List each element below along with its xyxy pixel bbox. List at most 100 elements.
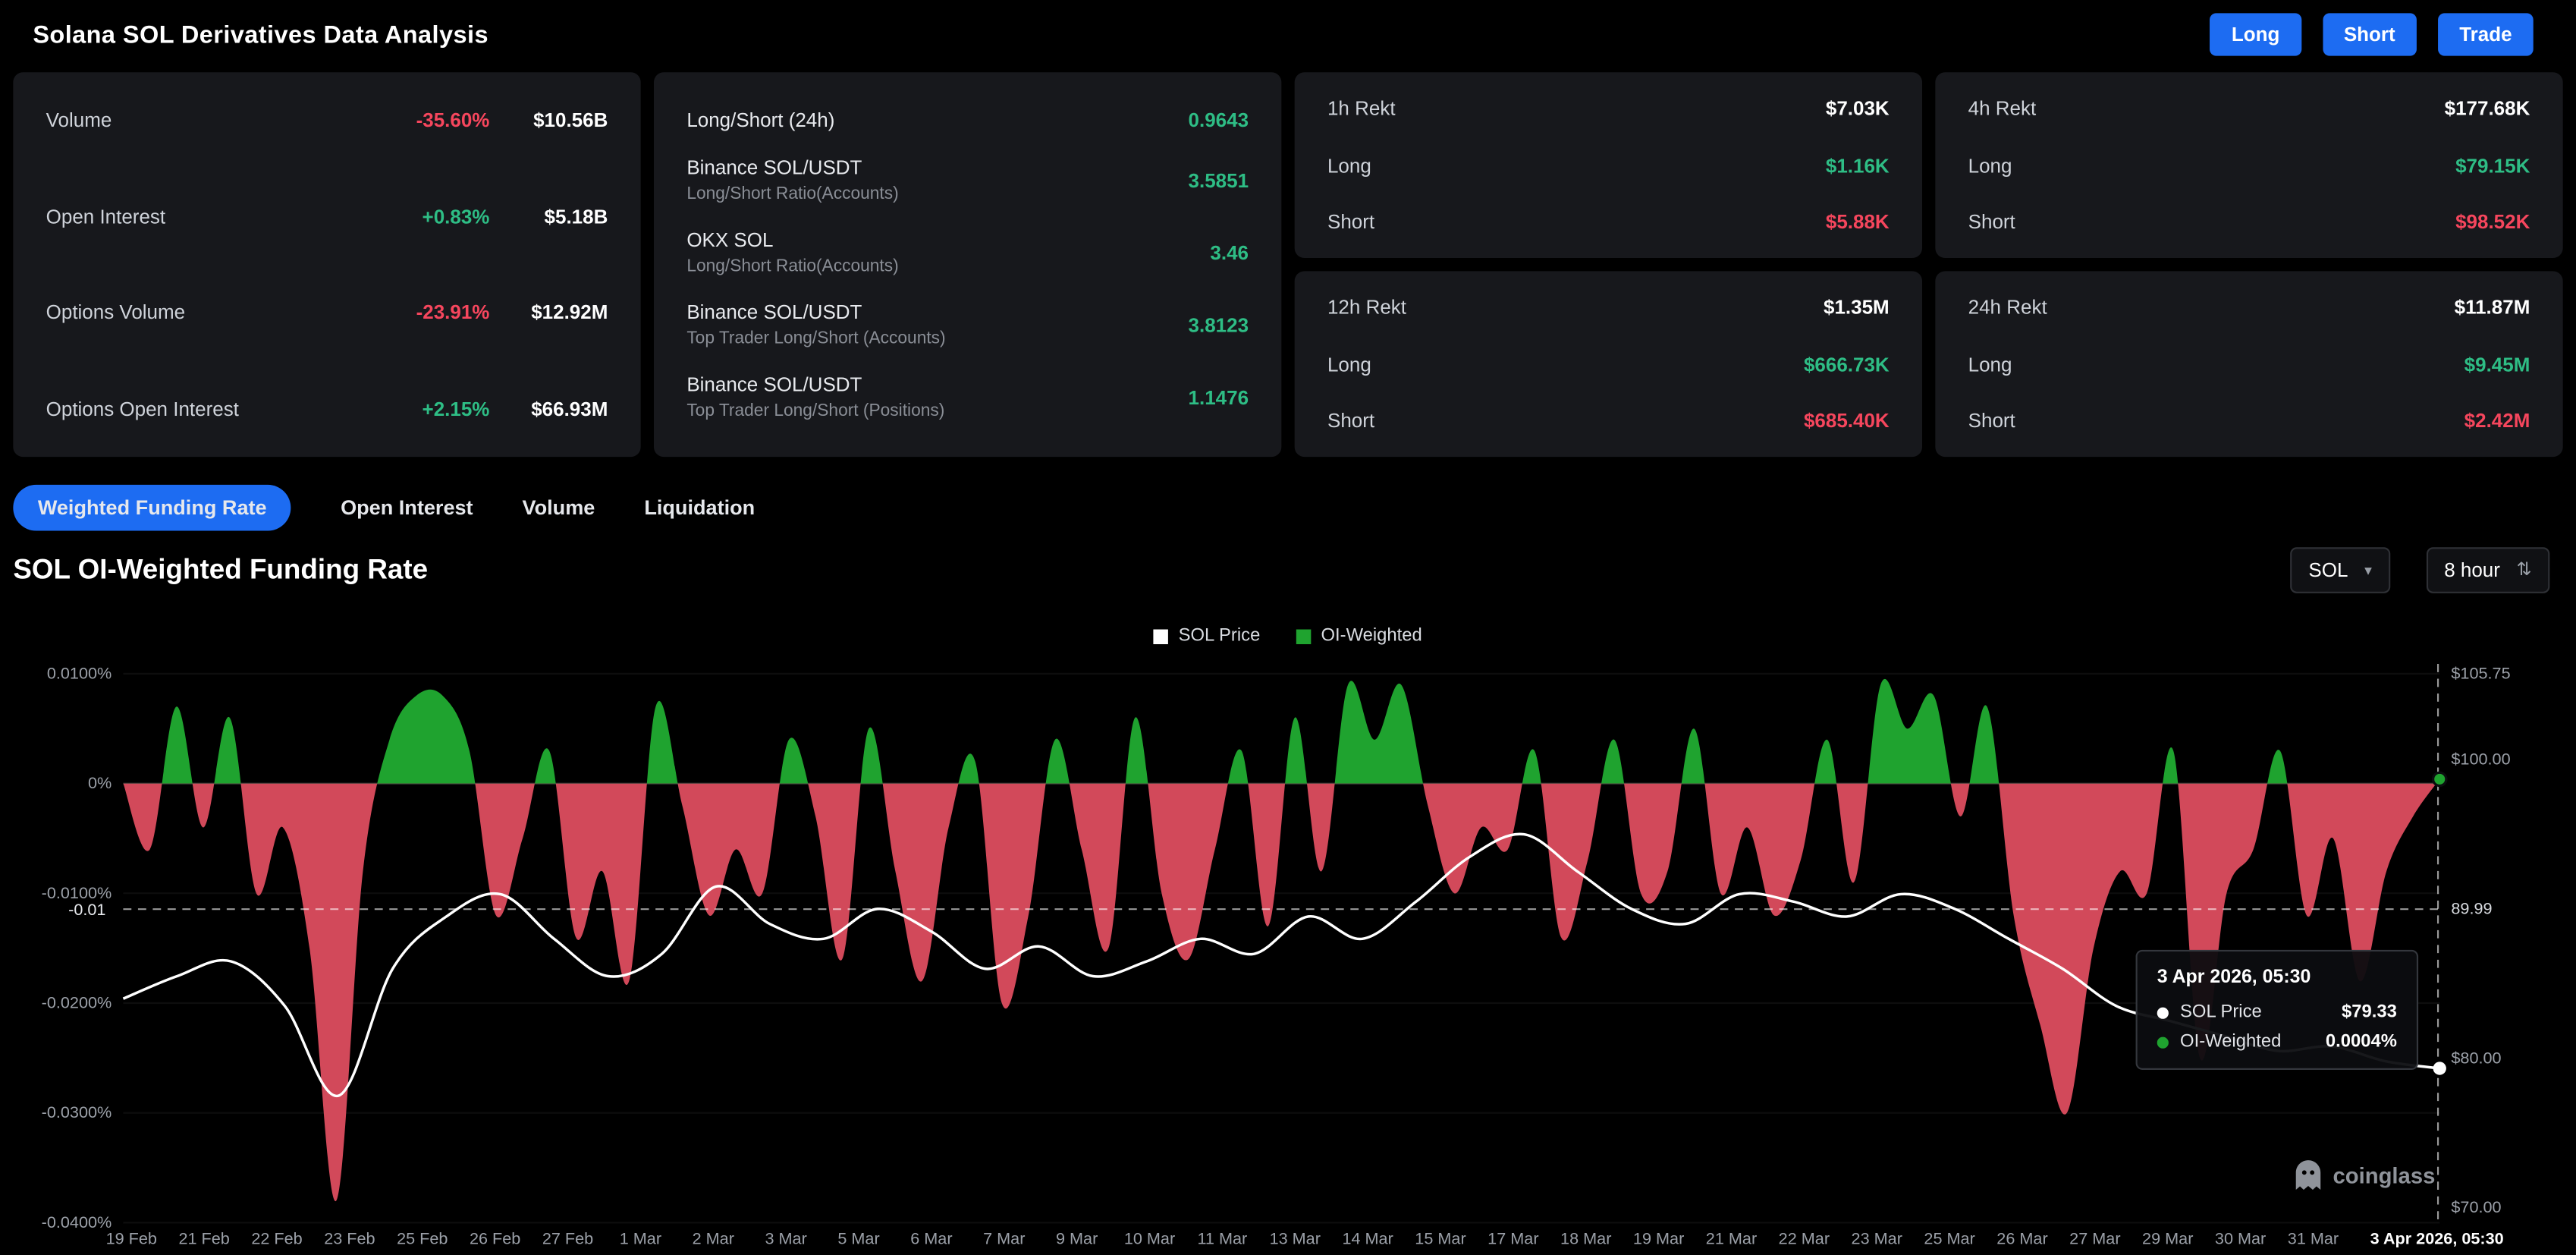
stat-row-options-open-interest: Options Open Interest +2.15% $66.93M xyxy=(46,398,608,420)
rekt-short-value: $2.42M xyxy=(2464,409,2530,432)
funding-chart[interactable]: -0.01 0.0100% 0% -0.0100% -0.0200% -0.0300% -0… xyxy=(0,657,2576,1255)
stat-cards-row: Volume -35.60% $10.56B Open Interest +0.… xyxy=(13,72,2563,458)
stat-row-options-volume: Options Volume -23.91% $12.92M xyxy=(46,301,608,324)
long-short-ratios-card: Long/Short (24h) 0.9643 Binance SOL/USDT… xyxy=(653,72,1282,458)
market-stats-card: Volume -35.60% $10.56B Open Interest +0.… xyxy=(13,72,641,458)
coinglass-watermark: coinglass xyxy=(2293,1159,2435,1191)
ratio-value: 3.8123 xyxy=(1188,313,1249,336)
svg-text:30 Mar: 30 Mar xyxy=(2215,1229,2266,1248)
svg-text:9 Mar: 9 Mar xyxy=(1056,1229,1098,1248)
rekt-short-label: Short xyxy=(1327,409,1375,432)
rekt-long-label: Long xyxy=(1327,352,1371,376)
rekt-title-row: 12h Rekt $1.35M xyxy=(1327,296,1890,319)
rekt-column-2: 4h Rekt $177.68K Long $79.15K Short $98.… xyxy=(1935,72,2563,458)
stat-row-volume: Volume -35.60% $10.56B xyxy=(46,109,608,131)
svg-text:3 Mar: 3 Mar xyxy=(765,1229,806,1248)
svg-text:$80.00: $80.00 xyxy=(2451,1048,2501,1067)
short-button[interactable]: Short xyxy=(2322,13,2417,56)
rekt-short-row: Short $98.52K xyxy=(1968,210,2530,233)
ratio-label: Binance SOL/USDT xyxy=(686,373,862,396)
rekt-long-row: Long $9.45M xyxy=(1968,353,2530,376)
header: Solana SOL Derivatives Data Analysis Lon… xyxy=(0,0,2576,69)
oi-weighted-swatch-icon xyxy=(1296,628,1312,643)
sol-price-dot-icon xyxy=(2157,1006,2169,1018)
stat-change: +0.83% xyxy=(422,204,490,228)
svg-text:14 Mar: 14 Mar xyxy=(1342,1229,1393,1248)
svg-text:3 Apr 2026, 05:30: 3 Apr 2026, 05:30 xyxy=(2370,1229,2504,1248)
rekt-card-4h: 4h Rekt $177.68K Long $79.15K Short $98.… xyxy=(1935,72,2563,259)
tab-liquidation[interactable]: Liquidation xyxy=(644,496,756,520)
rekt-short-row: Short $2.42M xyxy=(1968,409,2530,432)
tab-open-interest[interactable]: Open Interest xyxy=(341,496,473,520)
svg-text:31 Mar: 31 Mar xyxy=(2288,1229,2339,1248)
rekt-long-row: Long $666.73K xyxy=(1327,353,1890,376)
svg-text:0%: 0% xyxy=(88,773,112,792)
ratio-row-top-trader-accounts: Binance SOL/USDT Top Trader Long/Short (… xyxy=(686,300,1249,348)
chart-legend: SOL Price OI-Weighted xyxy=(0,626,2576,646)
tooltip-date: 3 Apr 2026, 05:30 xyxy=(2157,967,2311,988)
oi-end-dot xyxy=(2431,771,2448,788)
legend-item-sol-price[interactable]: SOL Price xyxy=(1154,626,1260,646)
coin-select[interactable]: SOL ▾ xyxy=(2290,547,2390,593)
svg-text:17 Mar: 17 Mar xyxy=(1487,1229,1538,1248)
rekt-short-row: Short $5.88K xyxy=(1327,210,1890,233)
rekt-total: $11.87M xyxy=(2454,295,2530,319)
chart-area: -0.01 0.0100% 0% -0.0100% -0.0200% -0.0300% -0… xyxy=(0,657,2576,1255)
svg-text:6 Mar: 6 Mar xyxy=(910,1229,952,1248)
svg-text:18 Mar: 18 Mar xyxy=(1560,1229,1611,1248)
rekt-card-1h: 1h Rekt $7.03K Long $1.16K Short $5.88K xyxy=(1294,72,1923,259)
svg-text:5 Mar: 5 Mar xyxy=(837,1229,879,1248)
tab-weighted-funding-rate[interactable]: Weighted Funding Rate xyxy=(13,484,292,531)
interval-select-value: 8 hour xyxy=(2444,558,2500,582)
tooltip-label: SOL Price xyxy=(2180,1002,2262,1023)
tooltip-value: 0.0004% xyxy=(2325,1032,2397,1052)
svg-text:13 Mar: 13 Mar xyxy=(1270,1229,1321,1248)
tooltip-row-sol-price: SOL Price $79.33 xyxy=(2157,1002,2397,1022)
chevron-up-down-icon: ⇅ xyxy=(2516,559,2532,580)
section-title: SOL OI-Weighted Funding Rate xyxy=(13,553,429,586)
stat-change: -23.91% xyxy=(416,301,490,325)
stat-label: Options Open Interest xyxy=(46,398,239,421)
rekt-long-row: Long $79.15K xyxy=(1968,154,2530,177)
rekt-long-label: Long xyxy=(1968,352,2012,376)
coinglass-ghost-icon xyxy=(2295,1160,2321,1191)
svg-text:26 Mar: 26 Mar xyxy=(1996,1229,2047,1248)
ratio-sublabel: Long/Short Ratio(Accounts) xyxy=(686,256,899,276)
section-header: SOL OI-Weighted Funding Rate SOL ▾ 8 hou… xyxy=(13,547,2550,593)
chart-controls: SOL ▾ 8 hour ⇅ xyxy=(2290,547,2550,593)
svg-text:-0.0300%: -0.0300% xyxy=(42,1102,112,1121)
chart-tabs: Weighted Funding Rate Open Interest Volu… xyxy=(13,484,756,531)
svg-text:19 Mar: 19 Mar xyxy=(1633,1229,1684,1248)
long-button[interactable]: Long xyxy=(2210,13,2301,56)
tab-volume[interactable]: Volume xyxy=(522,496,595,520)
svg-text:89.99: 89.99 xyxy=(2451,899,2492,918)
rekt-short-row: Short $685.40K xyxy=(1327,409,1890,432)
oi-weighted-dot-icon xyxy=(2157,1036,2169,1048)
rekt-total: $177.68K xyxy=(2444,96,2530,121)
svg-text:1 Mar: 1 Mar xyxy=(620,1229,661,1248)
ratio-row-top-trader-positions: Binance SOL/USDT Top Trader Long/Short (… xyxy=(686,373,1249,421)
coin-select-value: SOL xyxy=(2308,558,2348,582)
tooltip-label: OI-Weighted xyxy=(2180,1032,2282,1052)
ratio-label: Binance SOL/USDT xyxy=(686,300,862,324)
stat-change: -35.60% xyxy=(416,108,490,132)
rekt-title: 1h Rekt xyxy=(1327,96,1396,121)
stat-label: Volume xyxy=(46,108,112,132)
interval-select[interactable]: 8 hour ⇅ xyxy=(2426,547,2550,593)
svg-text:21 Feb: 21 Feb xyxy=(178,1229,229,1248)
rekt-long-value: $9.45M xyxy=(2464,352,2530,376)
ratio-value: 0.9643 xyxy=(1188,108,1249,132)
ratio-row-24h: Long/Short (24h) 0.9643 xyxy=(686,109,1249,131)
funding-area-negative xyxy=(123,783,2436,1201)
ratio-label: Long/Short (24h) xyxy=(686,108,835,132)
rekt-title: 4h Rekt xyxy=(1968,96,2037,121)
legend-item-oi-weighted[interactable]: OI-Weighted xyxy=(1296,626,1422,646)
rekt-column-1: 1h Rekt $7.03K Long $1.16K Short $5.88K … xyxy=(1294,72,1923,458)
ratio-value: 3.46 xyxy=(1210,241,1249,264)
crosshair-left-badge xyxy=(55,895,118,923)
legend-label: SOL Price xyxy=(1178,626,1261,646)
trade-button[interactable]: Trade xyxy=(2438,13,2534,56)
svg-text:-0.0100%: -0.0100% xyxy=(42,883,112,902)
svg-text:$105.75: $105.75 xyxy=(2451,663,2510,682)
